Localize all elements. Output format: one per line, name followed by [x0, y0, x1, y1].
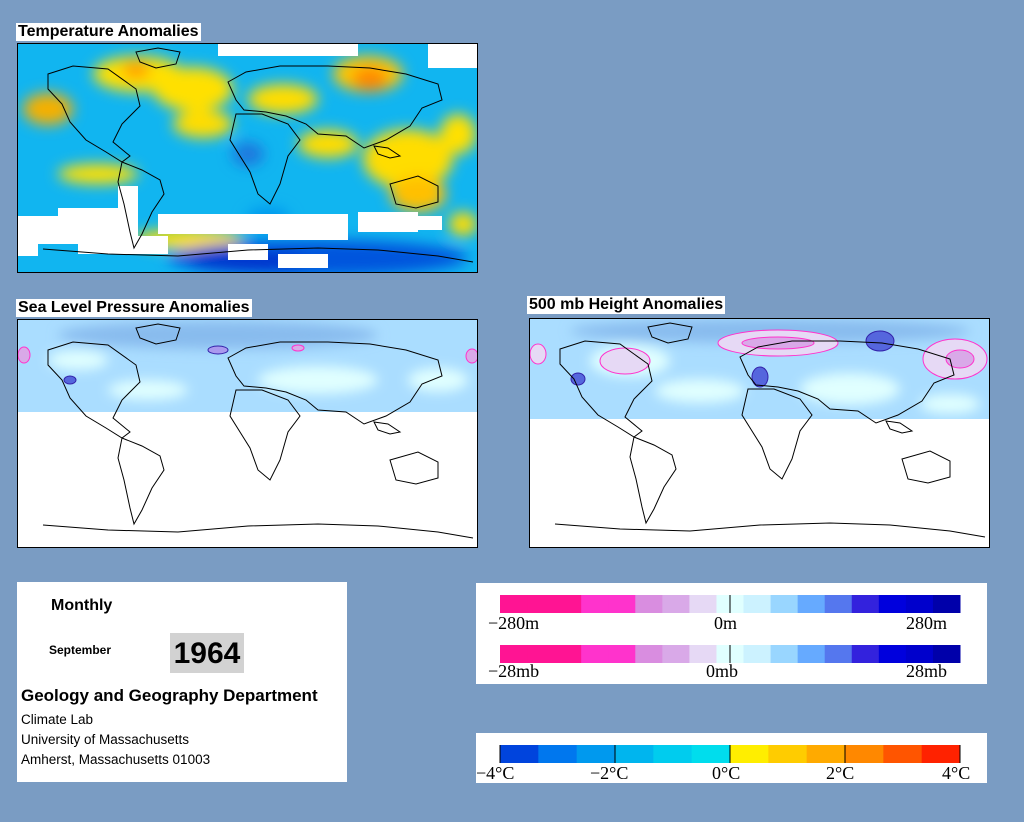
colorbar-swatch: [500, 595, 528, 613]
colorbar-swatch: [883, 745, 923, 763]
temp-label-neg2: −2°C: [590, 763, 628, 783]
pressure-label-max: 28mb: [906, 661, 947, 681]
colorbar-swatch: [932, 595, 961, 613]
colorbar-swatch: [527, 645, 555, 663]
colorbar-swatch: [851, 595, 880, 613]
colorbar-swatch: [576, 745, 616, 763]
colorbar-swatch: [770, 645, 799, 663]
colorbar-swatch: [806, 745, 846, 763]
height-panel-title: 500 mb Height Anomalies: [527, 296, 726, 314]
colorbar-swatch: [845, 745, 884, 763]
address-line-2: University of Massachusetts: [21, 732, 190, 747]
height-label-min: −280m: [488, 613, 539, 633]
colorbar-swatch: [527, 595, 555, 613]
temperature-colorbar: [499, 745, 961, 763]
colorbar-swatch: [770, 595, 799, 613]
colorbar-swatch: [921, 745, 961, 763]
colorbar-swatch: [538, 745, 578, 763]
colorbar-swatch: [581, 645, 609, 663]
colorbar-swatch: [743, 595, 772, 613]
colorbar-swatch: [824, 645, 853, 663]
height-colorbar: [500, 595, 961, 613]
period-label: Monthly: [51, 597, 113, 614]
height-pressure-legend-graphic: −280m 0m 280m −28mb 0mb 28mb: [488, 595, 961, 681]
colorbar-swatch: [662, 645, 690, 663]
temperature-anomaly-map: [17, 43, 478, 273]
colorbar-swatch: [878, 595, 907, 613]
colorbar-swatch: [689, 645, 717, 663]
temperature-map-graphic: [18, 44, 477, 272]
temperature-legend-graphic: −4°C −2°C 0°C 2°C 4°C: [476, 745, 970, 783]
height-pressure-legend: −280m 0m 280m −28mb 0mb 28mb: [476, 583, 987, 684]
colorbar-swatch: [824, 595, 853, 613]
address-line-3: Amherst, Massachusetts 01003: [21, 752, 211, 767]
info-panel: Monthly September 1964 Geology and Geogr…: [17, 582, 347, 782]
temp-label-2: 2°C: [826, 763, 854, 783]
colorbar-swatch: [689, 595, 717, 613]
temperature-panel-title: Temperature Anomalies: [16, 23, 201, 41]
colorbar-swatch: [662, 595, 690, 613]
year-label: 1964: [170, 633, 244, 673]
colorbar-swatch: [797, 595, 826, 613]
colorbar-swatch: [615, 745, 654, 763]
colorbar-swatch: [730, 745, 769, 763]
colorbar-swatch: [768, 745, 808, 763]
colorbar-swatch: [608, 645, 636, 663]
colorbar-swatch: [500, 645, 528, 663]
height-label-mid: 0m: [714, 613, 737, 633]
colorbar-swatch: [691, 745, 731, 763]
colorbar-swatch: [554, 595, 582, 613]
height-label-max: 280m: [906, 613, 947, 633]
pressure-colorbar: [500, 645, 961, 663]
colorbar-swatch: [905, 595, 934, 613]
colorbar-swatch: [554, 645, 582, 663]
colorbar-swatch: [878, 645, 907, 663]
colorbar-swatch: [851, 645, 880, 663]
colorbar-swatch: [635, 595, 663, 613]
colorbar-swatch: [500, 745, 539, 763]
colorbar-swatch: [932, 645, 961, 663]
temp-label-neg4: −4°C: [476, 763, 514, 783]
department-label: Geology and Geography Department: [21, 686, 318, 705]
month-label: September: [49, 643, 112, 657]
address-line-1: Climate Lab: [21, 712, 94, 727]
slp-map-graphic: [18, 320, 477, 547]
colorbar-swatch: [608, 595, 636, 613]
colorbar-swatch: [905, 645, 934, 663]
pressure-label-min: −28mb: [488, 661, 539, 681]
colorbar-swatch: [653, 745, 693, 763]
colorbar-swatch: [797, 645, 826, 663]
slp-panel-title: Sea Level Pressure Anomalies: [16, 299, 252, 317]
pressure-label-mid: 0mb: [706, 661, 738, 681]
colorbar-swatch: [743, 645, 772, 663]
colorbar-swatch: [635, 645, 663, 663]
temperature-legend: −4°C −2°C 0°C 2°C 4°C: [476, 733, 987, 783]
height-anomaly-map: [529, 318, 990, 548]
colorbar-swatch: [581, 595, 609, 613]
temp-label-4: 4°C: [942, 763, 970, 783]
temp-label-0: 0°C: [712, 763, 740, 783]
height-map-graphic: [530, 319, 989, 547]
sea-level-pressure-anomaly-map: [17, 319, 478, 548]
